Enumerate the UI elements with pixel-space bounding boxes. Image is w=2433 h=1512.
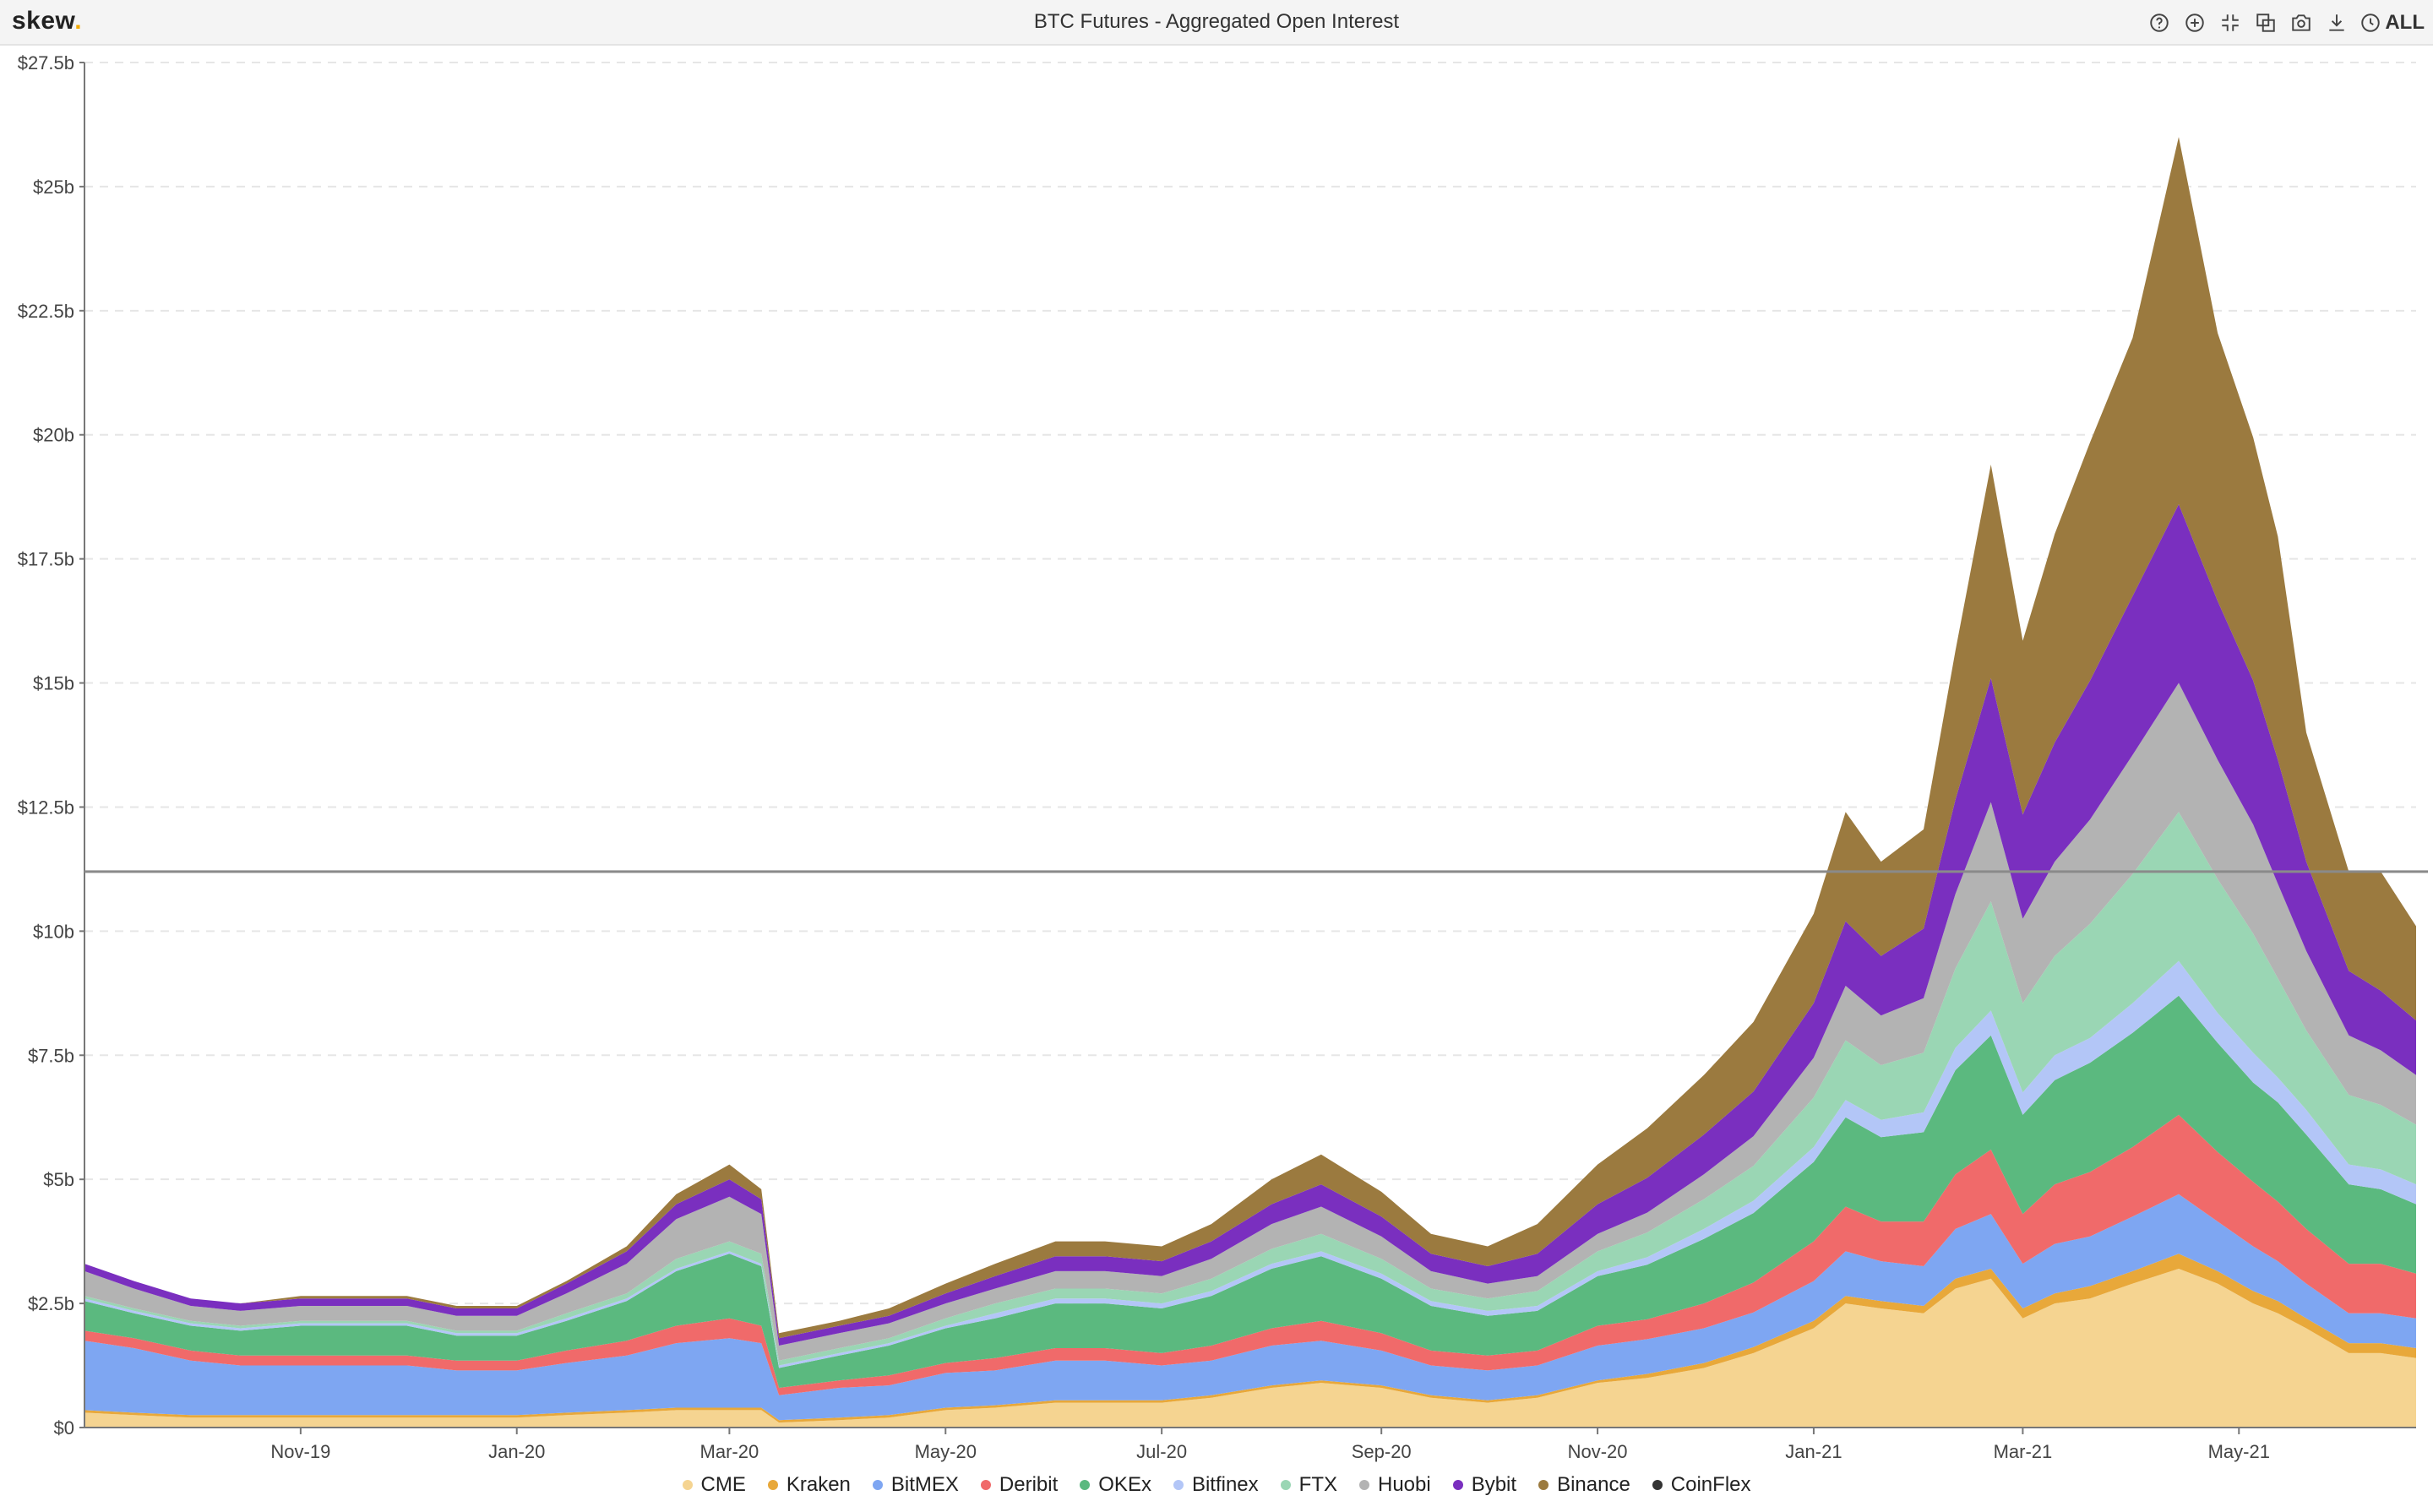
legend-color-dot: [1358, 1480, 1369, 1490]
y-tick-label: $15b: [33, 673, 74, 694]
collapse-icon[interactable]: [2218, 10, 2243, 35]
y-tick-label: $0: [54, 1417, 74, 1439]
series-area-bybit: [84, 504, 2416, 1346]
help-icon[interactable]: [2147, 10, 2172, 35]
chart-title: BTC Futures - Aggregated Open Interest: [1033, 10, 1400, 33]
legend-label: Bitfinex: [1191, 1473, 1259, 1496]
legend-item-binance[interactable]: Binance: [1538, 1473, 1630, 1497]
x-tick-label: Jan-21: [1785, 1441, 1842, 1462]
camera-icon[interactable]: [2289, 10, 2314, 35]
chart-legend: CME Kraken BitMEX Deribit OKEx Bitfinex FTX Huo…: [0, 1473, 2433, 1497]
time-range-label: ALL: [2385, 11, 2425, 34]
legend-label: Deribit: [999, 1473, 1059, 1496]
series-area-cme: [84, 1269, 2416, 1428]
series-area-huobi: [84, 683, 2416, 1361]
legend-item-bitfinex[interactable]: Bitfinex: [1173, 1473, 1259, 1497]
legend-color-dot: [872, 1480, 883, 1490]
legend-label: FTX: [1298, 1473, 1337, 1496]
legend-label: Kraken: [786, 1473, 851, 1496]
series-area-ftx: [84, 812, 2416, 1366]
x-tick-label: Mar-21: [1994, 1441, 2053, 1462]
x-tick-label: May-20: [915, 1441, 977, 1462]
series-area-deribit: [84, 1114, 2416, 1395]
legend-color-dot: [1652, 1480, 1663, 1490]
y-tick-label: $27.5b: [18, 52, 74, 73]
download-icon[interactable]: [2324, 10, 2349, 35]
legend-color-dot: [980, 1480, 991, 1490]
legend-color-dot: [1452, 1480, 1463, 1490]
legend-item-kraken[interactable]: Kraken: [767, 1473, 851, 1497]
y-tick-label: $25b: [33, 177, 74, 198]
x-tick-label: Jul-20: [1136, 1441, 1187, 1462]
legend-color-dot: [1538, 1480, 1549, 1490]
legend-label: BitMEX: [890, 1473, 959, 1496]
legend-color-dot: [767, 1480, 778, 1490]
legend-label: CME: [700, 1473, 746, 1496]
legend-label: Binance: [1557, 1473, 1630, 1496]
legend-item-deribit[interactable]: Deribit: [980, 1473, 1059, 1497]
logo-text: skew: [12, 7, 75, 35]
legend-label: CoinFlex: [1670, 1473, 1751, 1496]
y-tick-label: $22.5b: [18, 301, 74, 322]
compare-icon[interactable]: [2253, 10, 2278, 35]
x-tick-label: Nov-19: [270, 1441, 330, 1462]
clock-icon: [2361, 14, 2381, 32]
y-tick-label: $17.5b: [18, 549, 74, 570]
legend-item-bitmex[interactable]: BitMEX: [872, 1473, 959, 1497]
x-tick-label: Mar-20: [700, 1441, 759, 1462]
logo-dot: .: [74, 7, 83, 35]
y-tick-label: $7.5b: [28, 1045, 74, 1066]
series-area-okex: [84, 995, 2416, 1388]
chart-toolbar: ALL: [2147, 8, 2425, 37]
legend-label: Bybit: [1471, 1473, 1517, 1496]
legend-item-okex[interactable]: OKEx: [1080, 1473, 1151, 1497]
legend-item-ftx[interactable]: FTX: [1280, 1473, 1337, 1497]
y-tick-label: $12.5b: [18, 797, 74, 818]
legend-item-coinflex[interactable]: CoinFlex: [1652, 1473, 1751, 1497]
legend-item-cme[interactable]: CME: [682, 1473, 746, 1497]
zoom-in-icon[interactable]: [2182, 10, 2207, 35]
x-tick-label: May-21: [2208, 1441, 2270, 1462]
series-area-binance: [84, 137, 2416, 1339]
legend-color-dot: [1080, 1480, 1091, 1490]
legend-label: Huobi: [1377, 1473, 1431, 1496]
skew-logo[interactable]: skew.: [12, 7, 82, 35]
y-tick-label: $5b: [43, 1169, 74, 1190]
top-bar: skew. BTC Futures - Aggregated Open Inte…: [0, 0, 2433, 46]
legend-color-dot: [1173, 1480, 1184, 1490]
chart-canvas[interactable]: $0 $2.5b $5b $7.5b $10b $12.5b $15b $17.5b $20b $…: [0, 0, 2433, 1470]
legend-color-dot: [1280, 1480, 1291, 1490]
x-tick-label: Jan-20: [488, 1441, 545, 1462]
legend-color-dot: [682, 1480, 693, 1490]
y-tick-label: $20b: [33, 425, 74, 446]
time-range-button[interactable]: ALL: [2360, 11, 2425, 35]
y-tick-label: $2.5b: [28, 1293, 74, 1314]
x-tick-label: Nov-20: [1568, 1441, 1628, 1462]
legend-item-bybit[interactable]: Bybit: [1452, 1473, 1517, 1497]
legend-item-huobi[interactable]: Huobi: [1358, 1473, 1431, 1497]
legend-label: OKEx: [1098, 1473, 1151, 1496]
series-area-bitmex: [84, 1194, 2416, 1421]
y-tick-label: $10b: [33, 921, 74, 942]
x-tick-label: Sep-20: [1352, 1441, 1412, 1462]
